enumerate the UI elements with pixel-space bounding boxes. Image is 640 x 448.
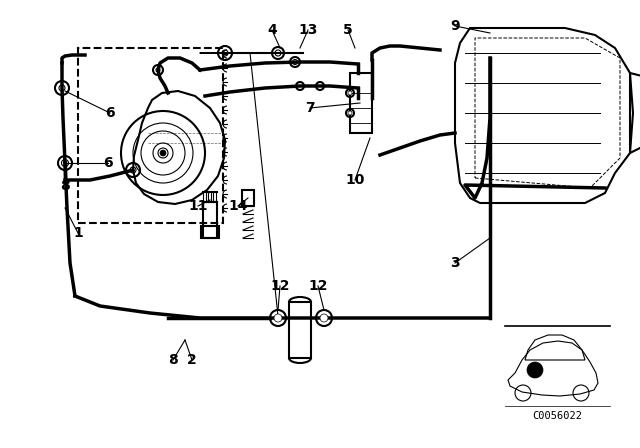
Text: 2: 2: [187, 353, 197, 367]
Text: 6: 6: [105, 106, 115, 120]
Bar: [78, 48, 223, 223]
Circle shape: [348, 91, 352, 95]
Bar: [350, 73, 372, 133]
Text: 5: 5: [343, 23, 353, 37]
Bar: [289, 302, 311, 358]
Bar: [203, 202, 217, 238]
Text: 9: 9: [450, 19, 460, 33]
Text: 8: 8: [168, 353, 178, 367]
Text: 12: 12: [270, 279, 290, 293]
Text: 1: 1: [73, 226, 83, 240]
Circle shape: [274, 314, 282, 322]
Text: 3: 3: [450, 256, 460, 270]
Text: 10: 10: [346, 173, 365, 187]
Text: 6: 6: [103, 156, 113, 170]
Circle shape: [320, 314, 328, 322]
Text: C0056022: C0056022: [532, 411, 582, 421]
Text: 14: 14: [228, 199, 248, 213]
Circle shape: [348, 111, 352, 115]
Text: 11: 11: [188, 199, 208, 213]
Circle shape: [527, 362, 543, 378]
Text: 4: 4: [267, 23, 277, 37]
Circle shape: [160, 150, 166, 156]
Bar: [201, 226, 219, 238]
Text: 7: 7: [305, 101, 315, 115]
Text: 12: 12: [308, 279, 328, 293]
Text: 13: 13: [298, 23, 317, 37]
Bar: [242, 190, 254, 206]
Text: 8: 8: [60, 179, 70, 193]
